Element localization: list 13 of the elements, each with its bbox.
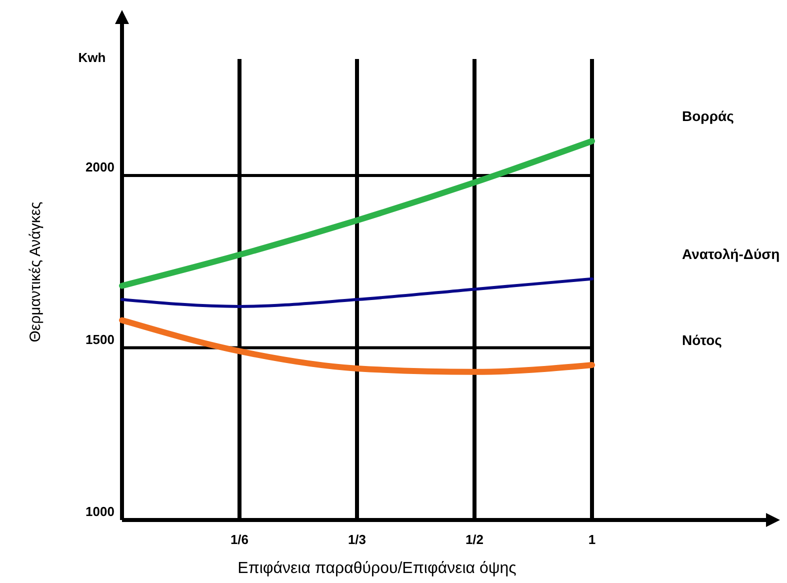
x-tick-label: 1/2	[465, 532, 484, 547]
y-tick-label: 2000	[86, 160, 114, 175]
y-tick-label: 1000	[86, 504, 114, 519]
y-tick-label: 1500	[86, 332, 114, 347]
x-tick-label: 1/3	[348, 532, 366, 547]
x-tick-label: 1	[588, 532, 596, 547]
x-axis-title: Επιφάνεια παραθύρου/Επιφάνεια όψης	[238, 560, 517, 577]
y-axis-title: Θερμαντικές Ανάγκες	[27, 202, 44, 342]
text: Ανατολή-Δύση	[682, 246, 780, 262]
text: Νότος	[682, 332, 722, 348]
text: Kwh	[78, 50, 106, 65]
x-tick-label: 1/6	[230, 532, 249, 547]
text: Βορράς	[682, 108, 734, 124]
